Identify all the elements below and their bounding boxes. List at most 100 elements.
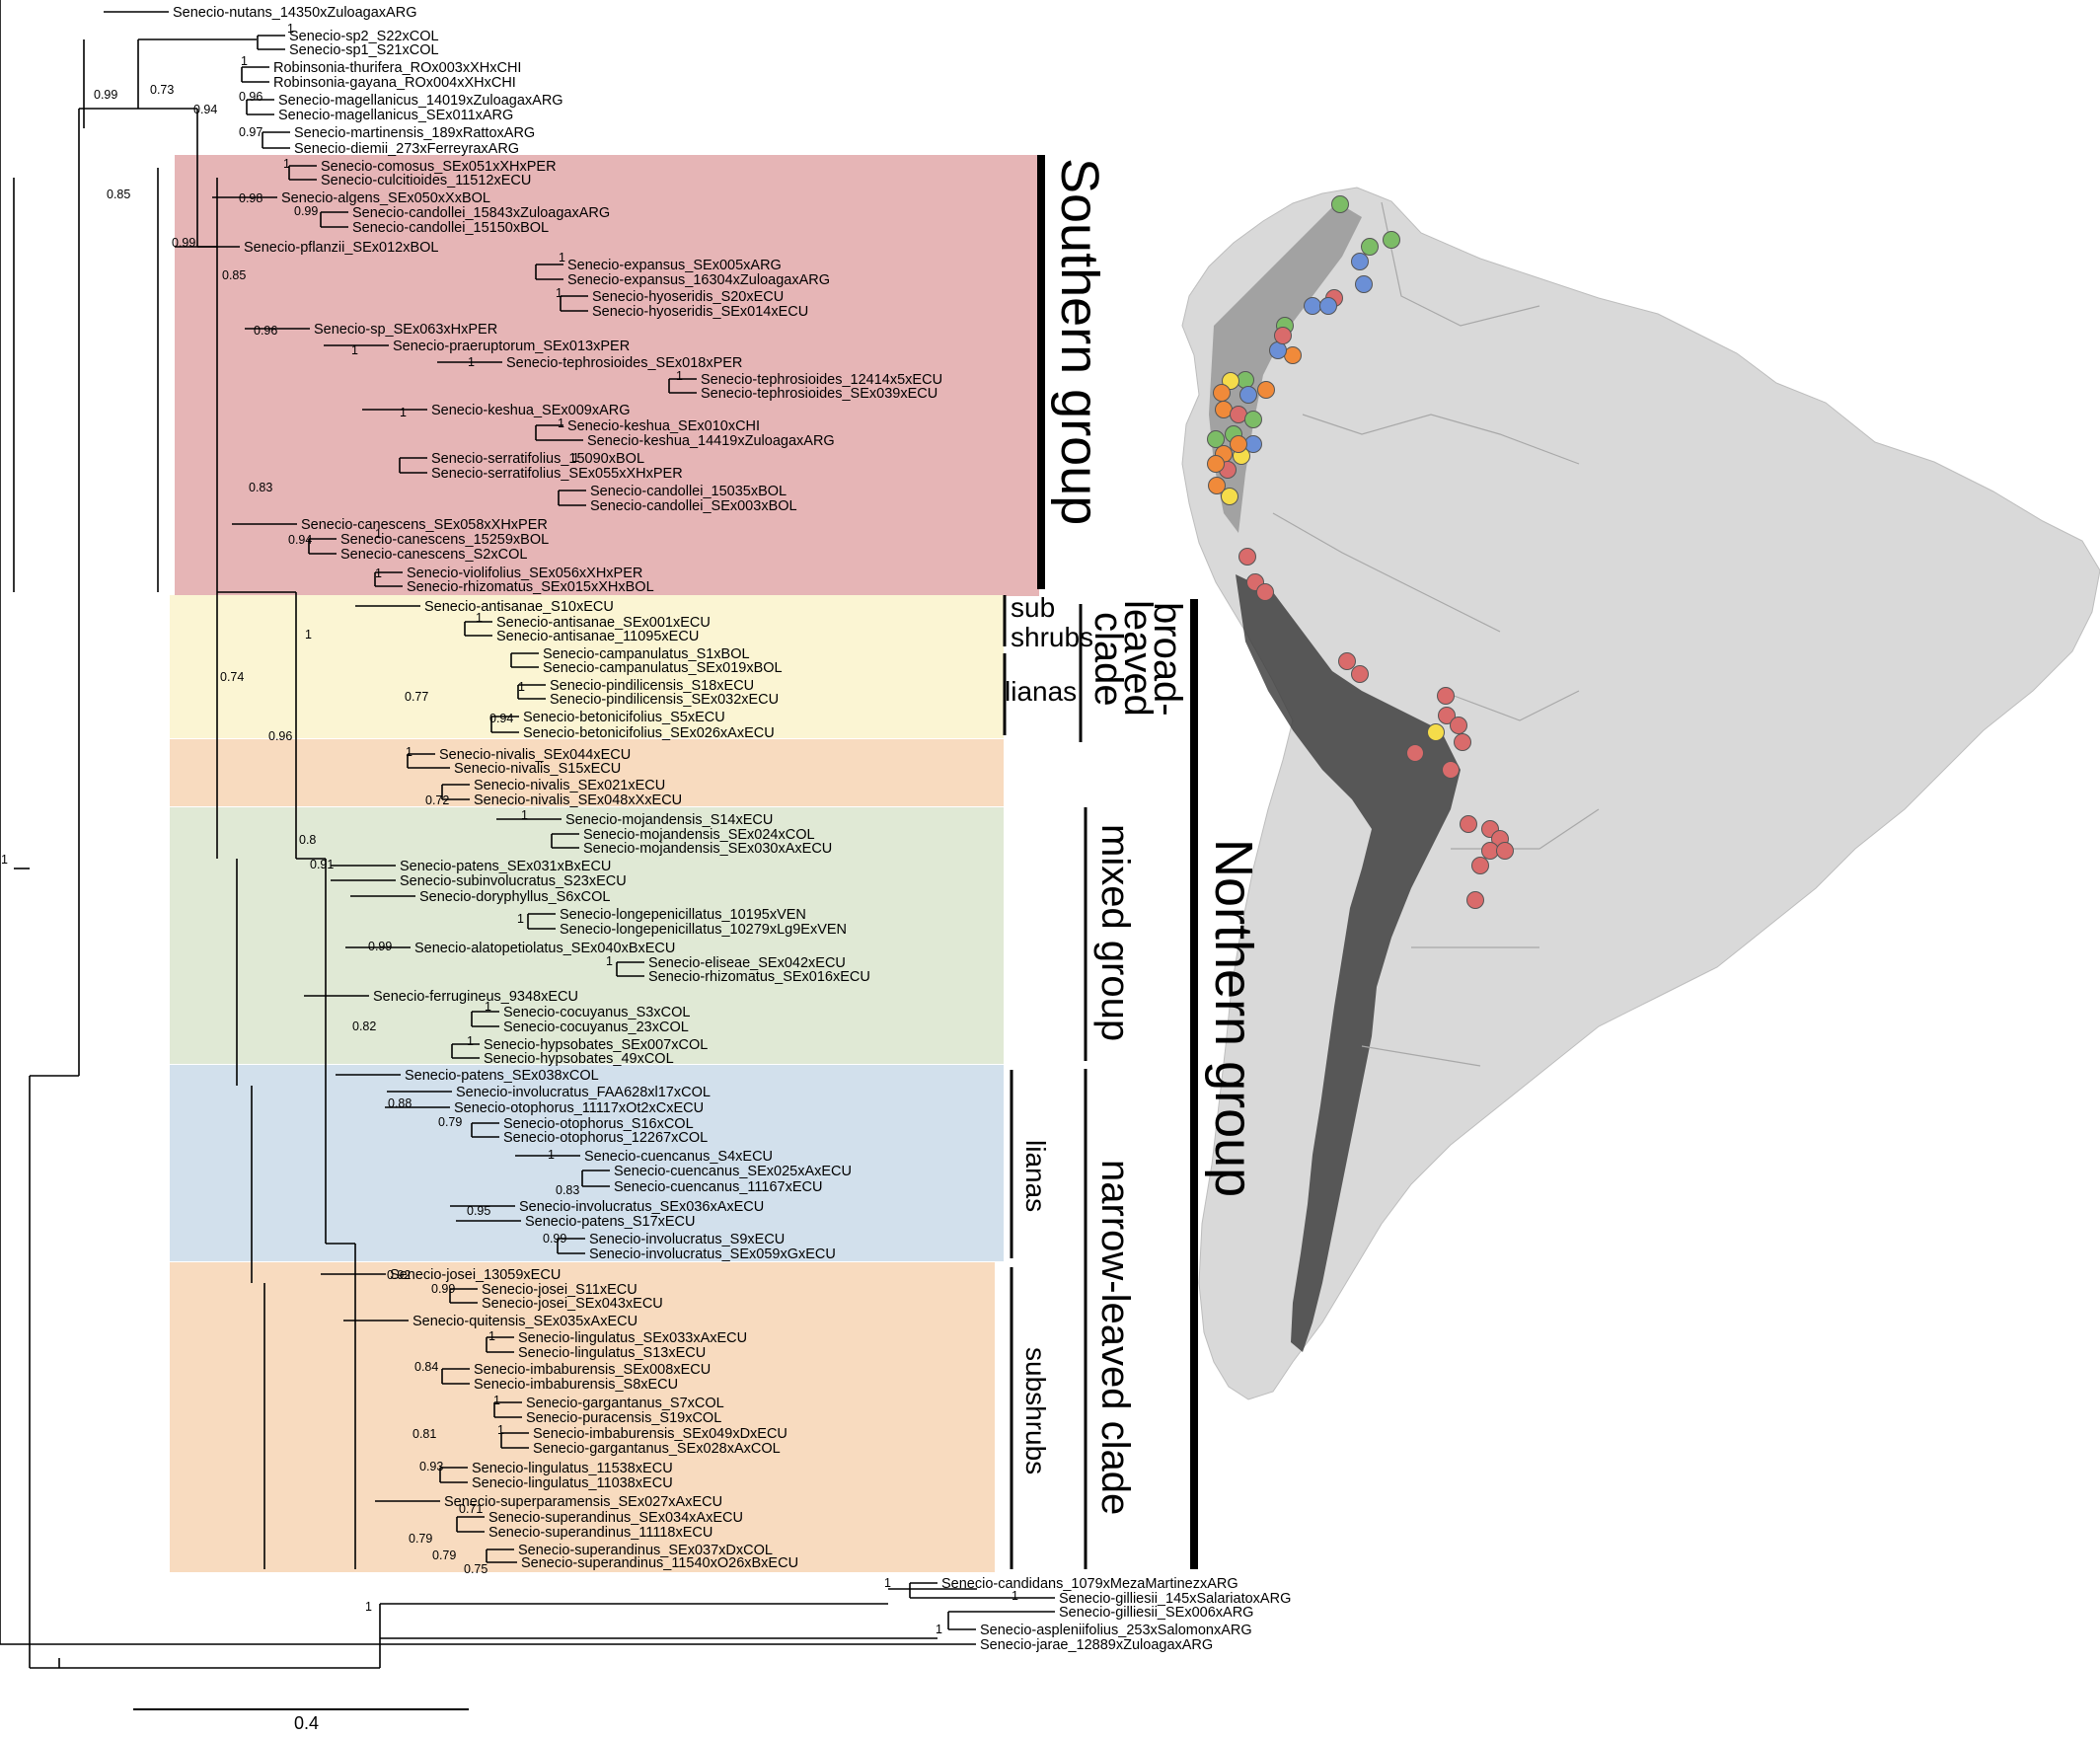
tip-label: Senecio-involucratus_SEx036xAxECU [519, 1199, 764, 1215]
tip-label: Senecio-campanulatus_SEx019xBOL [543, 660, 783, 676]
tip-label: Senecio-gilliesii_145xSalariatoxARG [1059, 1591, 1291, 1607]
tip-label: Senecio-serratifolius_15090xBOL [431, 451, 644, 467]
sample-site-marker [1466, 891, 1484, 909]
support-value: 1 [676, 369, 683, 383]
tip-label: Senecio-diemii_273xFerreyraxARG [294, 141, 519, 157]
tip-label: Senecio-sp1_S21xCOL [289, 42, 439, 58]
support-value: 1 [556, 286, 562, 300]
sample-site-marker [1481, 842, 1499, 860]
support-values: 1 0.99 0.73 1 0.94 0.96 0.97 0.85 0.99 1 0.98 0.99 0… [94, 22, 1018, 1636]
sub-shrubs-label-line2: shrubs [1011, 622, 1093, 652]
tip-label: Senecio-lingulatus_S13xECU [518, 1345, 706, 1361]
sample-site-marker [1454, 733, 1471, 751]
broad-leaved-label-line3: clade [1087, 612, 1130, 707]
tip-label: Senecio-superandinus_SEx034xAxECU [488, 1510, 743, 1526]
tip-label: Robinsonia-gayana_ROx004xXHxCHI [273, 75, 516, 91]
tip-label: Senecio-imbaburensis_SEx049xDxECU [533, 1426, 788, 1442]
tip-label: Senecio-hypsobates_49xCOL [484, 1051, 674, 1067]
tip-label: Senecio-gargantanus_SEx028xAxCOL [533, 1441, 781, 1457]
sample-site-marker [1438, 707, 1456, 724]
sample-site-marker [1230, 406, 1247, 423]
tip-label: Senecio-betonicifolius_S5xECU [523, 710, 725, 725]
tip-label: Senecio-eliseae_SEx042xECU [648, 955, 846, 971]
tip-label: Senecio-gilliesii_SEx006xARG [1059, 1605, 1253, 1621]
support-value: 0.94 [288, 533, 312, 547]
sample-site-marker [1256, 583, 1274, 601]
sample-site-marker [1269, 341, 1287, 359]
support-value: 0.96 [239, 90, 262, 104]
support-value: 1 [375, 527, 382, 541]
tip-label: Senecio-tephrosioides_SEx018xPER [506, 355, 742, 371]
tip-label: Senecio-antisanae_SEx001xECU [496, 615, 711, 631]
support-value: 1 [406, 745, 412, 759]
support-value: 0.79 [438, 1115, 462, 1129]
tree-branches [0, 0, 1055, 1669]
support-value: 0.99 [172, 236, 195, 250]
sample-site-marker [1244, 411, 1262, 428]
support-value: 0.99 [368, 940, 392, 953]
scale-bar-label: 0.4 [294, 1713, 319, 1732]
support-value: 0.95 [467, 1204, 490, 1218]
support-value: 1 [365, 1600, 372, 1614]
sample-site-marker [1208, 477, 1226, 494]
tip-label: Senecio-longepenicillatus_10195xVEN [560, 907, 806, 923]
tip-label: Senecio-patens_S17xECU [525, 1214, 696, 1230]
sample-site-marker [1460, 815, 1477, 833]
support-value: 0.96 [268, 729, 292, 743]
support-value: 0.98 [239, 191, 262, 205]
sample-site-marker [1437, 687, 1455, 705]
sample-site-marker [1213, 384, 1231, 402]
tip-label: Senecio-canescens_SEx058xXHxPER [301, 517, 548, 533]
tip-labels: Senecio-nutans_14350xZuloagaxARG Senecio-… [173, 5, 1291, 1653]
sample-site-marker [1221, 488, 1238, 505]
support-value: 1 [559, 251, 565, 264]
tip-label: Senecio-patens_SEx031xBxECU [400, 859, 611, 874]
sample-site-marker [1237, 371, 1254, 389]
sample-site-marker [1361, 238, 1379, 256]
tip-label: Senecio-magellanicus_14019xZuloagaxARG [278, 93, 563, 109]
support-value: 0.8 [299, 833, 316, 847]
tip-label: Senecio-expansus_SEx005xARG [567, 258, 782, 273]
tip-label: Senecio-josei_13059xECU [390, 1267, 561, 1283]
sample-site-marker [1319, 297, 1337, 315]
tip-label: Senecio-hyoseridis_SEx014xECU [592, 304, 808, 320]
tip-label: Senecio-rhizomatus_SEx015xXHxBOL [407, 579, 654, 595]
tip-label: Senecio-lingulatus_11538xECU [472, 1461, 673, 1476]
tip-label: Senecio-imbaburensis_S8xECU [474, 1377, 678, 1393]
support-value: 1 [400, 406, 407, 419]
subshrubs-clade-box [170, 1262, 995, 1572]
tip-label: Senecio-candollei_SEx003xBOL [590, 498, 797, 514]
sub-shrubs-label-line1: sub [1011, 592, 1055, 623]
broad-leaved-label-line1: broad- [1146, 602, 1189, 717]
support-value: 1 [488, 1329, 495, 1343]
tip-label: Senecio-superparamensis_SEx027xAxECU [444, 1494, 722, 1510]
tip-label: Senecio-subinvolucratus_S23xECU [400, 873, 627, 889]
southern-group-label: Southern group [1050, 158, 1109, 525]
tip-label: Senecio-praeruptorum_SEx013xPER [393, 339, 630, 354]
tip-label: Senecio-otophorus_11117xOt2xCxECU [454, 1100, 704, 1116]
subshrubs-bottom-label: subshrubs [1020, 1347, 1051, 1474]
sample-site-marker [1207, 455, 1225, 473]
tip-label: Senecio-culcitioides_11512xECU [321, 173, 531, 189]
tip-label: Senecio-serratifolius_SEx055xXHxPER [431, 466, 683, 482]
lianas-clade-box [170, 1065, 1004, 1261]
tip-label: Robinsonia-thurifera_ROx003xXHxCHI [273, 60, 521, 76]
tip-label: Senecio-betonicifolius_SEx026xAxECU [523, 725, 775, 741]
support-value: 0.79 [432, 1548, 456, 1562]
support-value: 1 [485, 1000, 491, 1014]
tip-label: Senecio-tephrosioides_12414x5xECU [701, 372, 942, 388]
support-value: 0.79 [409, 1532, 432, 1546]
mixed-group-label: mixed group [1093, 824, 1137, 1041]
support-value: 0.99 [543, 1232, 566, 1246]
sample-site-marker [1215, 401, 1233, 418]
sample-site-marker [1406, 744, 1424, 762]
sample-site-marker [1222, 372, 1239, 390]
support-value: 1 [1012, 1589, 1018, 1603]
root-support-label: 1 [1, 853, 8, 867]
tip-label: Senecio-antisanae_S10xECU [424, 599, 614, 615]
support-value: 1 [283, 157, 290, 171]
support-value: 0.92 [387, 1268, 411, 1282]
broad-leaved-label-line2: leaved [1116, 600, 1160, 717]
support-value: 1 [476, 611, 483, 625]
